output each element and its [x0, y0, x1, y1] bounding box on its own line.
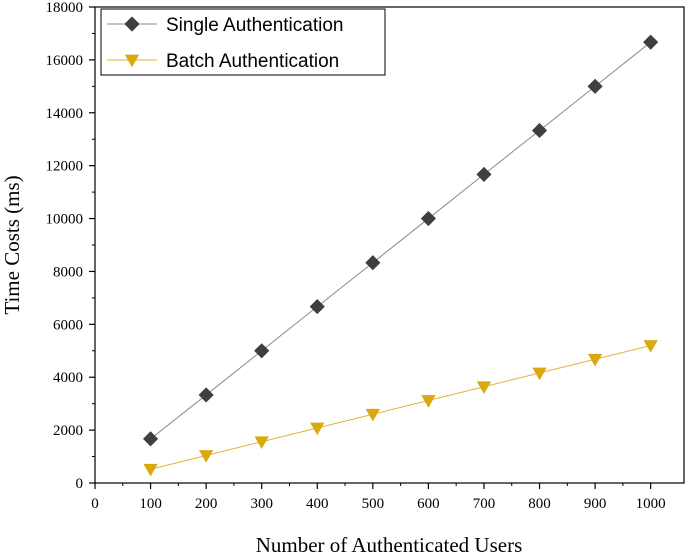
legend-label: Single Authentication [166, 15, 343, 36]
y-tick-label: 2000 [53, 423, 83, 439]
y-tick-label: 10000 [46, 212, 84, 228]
x-tick-label: 1000 [636, 496, 666, 512]
data-point [198, 387, 214, 403]
data-point [198, 450, 214, 463]
y-tick-label: 4000 [53, 370, 83, 386]
data-point [310, 422, 325, 436]
data-point [254, 436, 269, 450]
y-tick-label: 0 [76, 476, 84, 492]
x-tick-label: 700 [473, 496, 496, 512]
x-tick-label: 600 [417, 496, 440, 512]
legend-label: Batch Authentication [166, 51, 339, 72]
x-tick-label: 100 [139, 496, 162, 512]
x-tick-label: 400 [306, 496, 329, 512]
data-point [476, 381, 492, 395]
y-tick-label: 8000 [53, 264, 83, 280]
series-1 [143, 34, 659, 447]
data-point [643, 340, 658, 353]
data-point [531, 122, 548, 139]
data-point [309, 299, 325, 315]
legend: Single Authentication Batch Authenticatio… [100, 8, 386, 76]
data-point [365, 255, 381, 271]
legend-box [100, 8, 386, 76]
axes [94, 6, 685, 484]
y-tick-label: 12000 [46, 159, 84, 175]
legend-item: Single Authentication [107, 15, 343, 36]
x-tick-label: 200 [195, 496, 218, 512]
data-point [143, 431, 159, 447]
series-line [150, 345, 651, 470]
series-2 [143, 340, 658, 477]
legend-marker [124, 16, 140, 32]
legend-item: Batch Authentication [107, 51, 339, 72]
y-tick-label: 18000 [46, 0, 84, 16]
data-point [365, 408, 381, 422]
data-point [532, 367, 547, 381]
data-point [587, 78, 603, 94]
series-line [150, 41, 651, 440]
x-axis-title: Number of Authenticated Users [256, 533, 523, 554]
y-tick-label: 6000 [53, 317, 83, 333]
data-point [643, 34, 659, 50]
x-tick-label: 900 [584, 496, 607, 512]
data-point [587, 353, 603, 367]
y-axis-title: Time Costs (ms) [0, 175, 24, 314]
plot-frame [94, 6, 685, 484]
x-tick-label: 300 [250, 496, 273, 512]
y-tick-label: 14000 [46, 106, 84, 122]
data-point [143, 463, 158, 477]
data-point [421, 395, 436, 408]
x-tick-label: 800 [528, 496, 551, 512]
x-tick-label: 500 [362, 496, 385, 512]
y-tick-label: 16000 [46, 53, 84, 69]
data-point [420, 210, 436, 227]
data-point [476, 166, 492, 182]
data-point [254, 343, 270, 359]
series-layer [143, 34, 659, 477]
legend-marker [124, 54, 140, 68]
x-tick-label: 0 [91, 496, 99, 512]
axis-ticks: 0 100 200 300 400 500 600 700 800 900 100002000400… [46, 0, 666, 512]
